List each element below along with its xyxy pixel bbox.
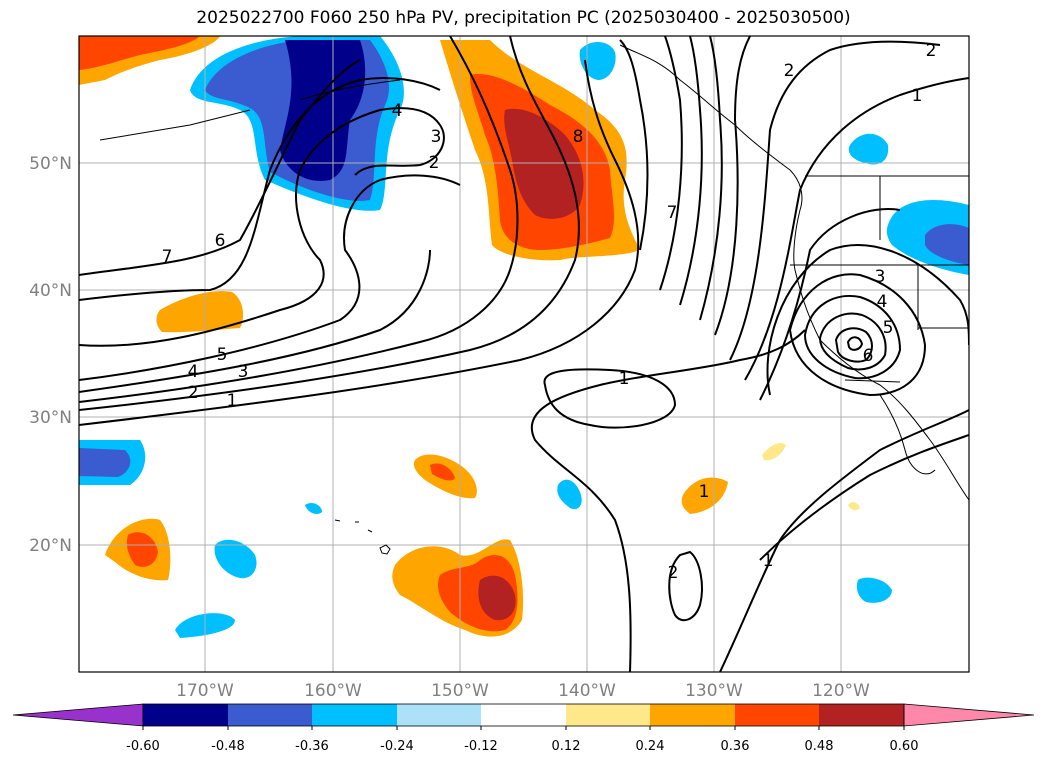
contour-label: 2 [429, 153, 440, 173]
contour-label: 5 [217, 345, 228, 365]
colorbar-extend-max [903, 703, 1035, 727]
contour-label: 7 [162, 247, 173, 267]
positive-anomaly-central-pacific [440, 40, 640, 261]
negative-anomaly-small5 [305, 502, 322, 514]
contour-label: 2 [668, 563, 679, 583]
contour-label: 3 [875, 267, 886, 287]
coastlines [99, 44, 969, 555]
contour-label: 3 [431, 127, 442, 147]
figure-title: 2025022700 F060 250 hPa PV, precipitatio… [196, 8, 851, 28]
contour-label: 2 [926, 41, 937, 61]
colorbar-tick-label: 0.48 [805, 739, 834, 754]
lat-label-30n: 30°N [29, 408, 72, 428]
positive-anomaly-north-corner [79, 36, 220, 85]
positive-anomaly-east1 [681, 477, 728, 514]
lon-label-150w: 150°W [431, 681, 489, 701]
negative-anomaly-inland [886, 200, 969, 275]
colorbar-tick-label: -0.24 [380, 739, 414, 754]
negative-anomaly-west [79, 440, 146, 485]
contour-label: 8 [573, 127, 584, 147]
map-frame [78, 35, 970, 673]
negative-anomaly-small1 [214, 539, 257, 579]
negative-anomaly-canada [848, 133, 889, 165]
colorbar-segment [819, 704, 904, 726]
contour-label: 1 [763, 551, 774, 571]
negative-anomaly-small3 [557, 479, 582, 510]
lon-label-130w: 130°W [685, 681, 743, 701]
contour-label: 6 [863, 346, 874, 366]
contour-label: 6 [215, 231, 226, 251]
contour-label: 2 [784, 61, 795, 81]
lat-label-50n: 50°N [29, 154, 72, 174]
contour-label: 5 [883, 318, 894, 338]
colorbar-tick-label: -0.60 [126, 739, 160, 754]
positive-anomaly-west-small [105, 518, 171, 581]
contour-label: 7 [667, 203, 678, 223]
colorbar-tick-label: 0.60 [890, 739, 919, 754]
colorbar-segment [481, 704, 566, 726]
lon-label-170w: 170°W [176, 681, 234, 701]
contour-label: 2 [188, 383, 199, 403]
negative-anomaly-small4 [856, 577, 892, 603]
lat-label-20n: 20°N [29, 536, 72, 556]
lon-label-120w: 120°W [812, 681, 870, 701]
positive-anomaly-dateline [156, 291, 244, 333]
pv-contours [79, 36, 969, 672]
contour-label: 3 [238, 362, 249, 382]
contour-label: 4 [188, 362, 199, 382]
negative-anomaly-north [579, 41, 616, 80]
positive-anomaly-mid [413, 454, 477, 499]
colorbar-segment [566, 704, 650, 726]
colorbar-tick-label: 0.36 [721, 739, 750, 754]
contour-label-group: 4 3 2 8 7 6 7 5 4 3 2 1 1 2 1 3 4 5 6 2 … [162, 41, 937, 583]
colorbar-segment [397, 704, 481, 726]
precipitation-shading [79, 36, 969, 638]
contour-label: 1 [227, 391, 238, 411]
colorbar-segment [650, 704, 735, 726]
colorbar-tick-label: -0.12 [464, 739, 498, 754]
colorbar: -0.60 -0.48 -0.36 -0.24 -0.12 0.12 0.24 … [12, 703, 1035, 754]
colorbar-tick-label: 0.24 [636, 739, 665, 754]
positive-anomaly-east3 [848, 502, 860, 511]
lon-label-140w: 140°W [558, 681, 616, 701]
latitude-labels: 50°N 40°N 30°N 20°N [29, 154, 72, 556]
colorbar-segment [312, 704, 397, 726]
positive-anomaly-hawaii-south [392, 539, 524, 637]
positive-anomaly-east2 [762, 443, 786, 461]
colorbar-segment [228, 704, 312, 726]
gridlines [79, 36, 969, 672]
lat-label-40n: 40°N [29, 281, 72, 301]
colorbar-tick-label: -0.48 [211, 739, 245, 754]
longitude-labels: 170°W 160°W 150°W 140°W 130°W 120°W [176, 681, 870, 701]
contour-label: 1 [699, 482, 710, 502]
lon-label-160w: 160°W [304, 681, 362, 701]
colorbar-tick-label: -0.36 [295, 739, 329, 754]
colorbar-segment [735, 704, 819, 726]
colorbar-segment [143, 704, 228, 726]
contour-label: 4 [877, 292, 888, 312]
colorbar-extend-min [12, 703, 144, 727]
contour-label: 1 [619, 369, 630, 389]
colorbar-tick-label: 0.12 [552, 739, 581, 754]
contour-label: 4 [392, 101, 403, 121]
contour-label: 1 [912, 86, 923, 106]
